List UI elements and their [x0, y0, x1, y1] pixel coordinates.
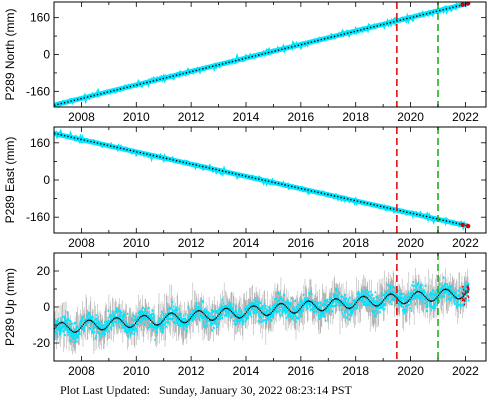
x-tick-label: 2022: [452, 236, 479, 250]
x-tick-label: 2020: [397, 364, 424, 378]
x-tick-label: 2020: [397, 110, 424, 124]
x-tick-label: 2012: [178, 236, 205, 250]
x-tick-label: 2010: [123, 236, 150, 250]
y-tick-label: 160: [30, 136, 50, 150]
recent-points: [462, 285, 470, 306]
recent-point-1: [460, 2, 465, 7]
x-tick-label: 2022: [452, 364, 479, 378]
y-tick-label: 0: [43, 48, 50, 62]
y-tick-label: 0: [43, 173, 50, 187]
y-axis-label: P289 North (mm): [3, 8, 17, 100]
recent-point-2: [465, 2, 471, 6]
data-series: [54, 128, 469, 231]
x-tick-label: 2008: [68, 364, 95, 378]
plot-last-updated: Plot Last Updated: Sunday, January 30, 2…: [60, 383, 352, 398]
x-tick-label: 2016: [288, 236, 315, 250]
data-series: [54, 2, 469, 107]
panel-3: 2008 2010 2012 2014 2016 2018 2020 2022 -20 0 20 P2…: [3, 252, 487, 378]
x-tick-label: 2018: [342, 236, 369, 250]
trend-line: [54, 3, 467, 106]
recent-point-2: [465, 223, 471, 229]
plot-area: [54, 267, 470, 355]
y-axis-label: P289 Up (mm): [3, 268, 17, 346]
footer-label: Plot Last Updated:: [60, 383, 150, 397]
x-tick-label: 2012: [178, 110, 205, 124]
x-tick-label: 2010: [123, 364, 150, 378]
x-tick-label: 2008: [68, 236, 95, 250]
x-tick-label: 2014: [233, 110, 260, 124]
x-tick-label: 2018: [342, 364, 369, 378]
x-tick-label: 2022: [452, 110, 479, 124]
x-tick-label: 2008: [68, 110, 95, 124]
y-tick-label: 0: [43, 300, 50, 314]
x-tick-label: 2020: [397, 236, 424, 250]
y-tick-label: 160: [30, 11, 50, 25]
trend-line: [54, 132, 467, 227]
y-tick-label: -160: [26, 210, 50, 224]
x-tick-label: 2016: [288, 364, 315, 378]
x-tick-label: 2012: [178, 364, 205, 378]
panel-2: 2008 2010 2012 2014 2016 2018 2020 2022 -160 0 160…: [3, 126, 487, 250]
x-tick-label: 2014: [233, 236, 260, 250]
x-tick-label: 2010: [123, 110, 150, 124]
recent-point-1: [460, 222, 465, 228]
panel-1: 2008 2010 2012 2014 2016 2018 2020 2022 -160 0 160…: [3, 1, 487, 124]
y-tick-label: -20: [33, 336, 51, 350]
y-axis-label: P289 East (mm): [3, 137, 17, 224]
plot-area: [54, 2, 471, 107]
plot-area: [54, 128, 471, 231]
x-tick-label: 2018: [342, 110, 369, 124]
trend-line: [54, 288, 470, 333]
x-tick-label: 2016: [288, 110, 315, 124]
y-tick-label: -160: [26, 84, 50, 98]
x-tick-label: 2014: [233, 364, 260, 378]
footer-timestamp: Sunday, January 30, 2022 08:23:14 PST: [159, 383, 352, 397]
y-tick-label: 20: [37, 264, 51, 278]
